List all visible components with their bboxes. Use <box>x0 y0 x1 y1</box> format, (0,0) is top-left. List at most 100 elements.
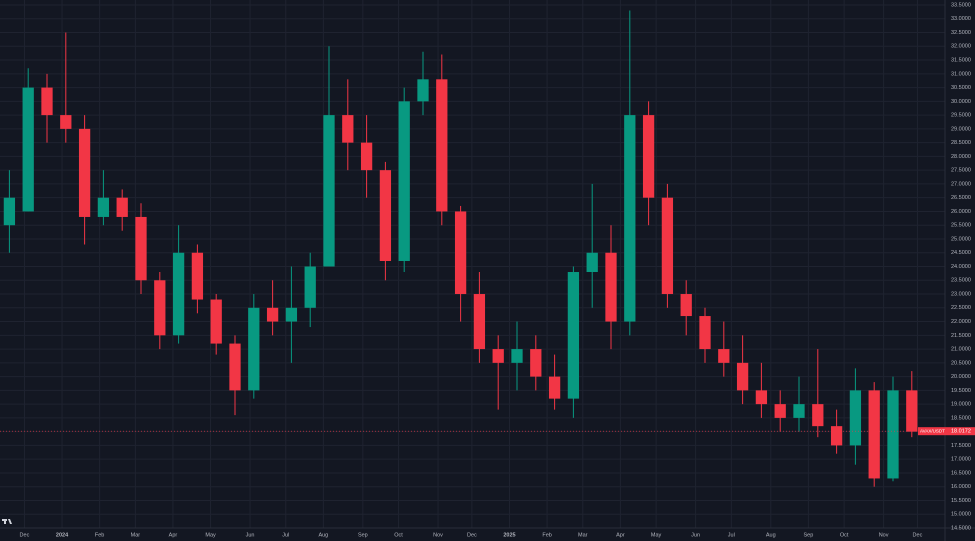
x-tick-label: Sep <box>804 532 814 538</box>
candle-body <box>304 266 316 308</box>
candle-body <box>135 216 147 281</box>
candle-body <box>736 362 749 391</box>
candle-body <box>624 115 636 322</box>
y-tick-label: 27.0000 <box>951 181 971 187</box>
candle-body <box>436 79 448 212</box>
y-tick-label: 33.5000 <box>951 2 971 8</box>
y-tick-label: 15.5000 <box>951 498 971 504</box>
candle-body <box>699 316 711 350</box>
x-tick-label: Mar <box>578 532 588 538</box>
candle-body <box>642 115 655 198</box>
x-tick-label: Mar <box>131 532 141 538</box>
y-tick-label: 26.5000 <box>951 195 971 201</box>
candle-body <box>492 349 504 363</box>
y-tick-label: 25.5000 <box>951 223 971 229</box>
candle-body <box>793 404 805 418</box>
candle-body <box>154 280 166 336</box>
y-tick-label: 15.0000 <box>951 512 971 518</box>
x-tick-label: Nov <box>879 532 889 538</box>
candle-body <box>191 252 204 300</box>
candle-body <box>661 197 674 295</box>
candle-body <box>210 299 222 344</box>
candle-body <box>868 390 880 479</box>
y-tick-label: 19.5000 <box>951 388 971 394</box>
candle-body <box>680 294 692 317</box>
y-tick-label: 22.0000 <box>951 319 971 325</box>
candle-body <box>548 376 561 399</box>
grid <box>0 0 945 529</box>
x-tick-label: Jul <box>728 532 735 538</box>
y-tick-label: 23.5000 <box>951 278 971 284</box>
candles <box>0 10 945 487</box>
x-tick-label: Aug <box>766 532 776 538</box>
x-tick-label: 2024 <box>56 532 69 538</box>
y-tick-label: 25.0000 <box>951 236 971 242</box>
x-tick-label: Dec <box>20 532 30 538</box>
y-tick-label: 26.0000 <box>951 209 971 215</box>
y-tick-label: 28.0000 <box>951 154 971 160</box>
candle-body <box>417 79 429 102</box>
candle-body <box>530 349 542 377</box>
candle-body <box>266 307 279 322</box>
x-tick-label: Feb <box>95 532 104 538</box>
x-tick-label: 2025 <box>503 532 515 538</box>
x-tick-label: May <box>651 532 662 538</box>
y-tick-label: 19.0000 <box>951 402 971 408</box>
y-tick-label: 17.5000 <box>951 443 971 449</box>
x-tick-label: May <box>205 532 216 538</box>
candle-body <box>78 128 91 217</box>
y-tick-label: 21.5000 <box>951 333 971 339</box>
candle-body <box>22 87 34 212</box>
y-tick-label: 23.0000 <box>951 291 971 297</box>
candle-body <box>718 349 730 363</box>
candle-body <box>887 390 899 479</box>
tv-logo <box>2 519 12 524</box>
x-tick-label: Feb <box>542 532 551 538</box>
y-tick-label: 30.0000 <box>951 99 971 105</box>
candle-body <box>97 197 110 217</box>
y-tick-label: 14.5000 <box>951 525 971 531</box>
y-tick-label: 16.5000 <box>951 470 971 476</box>
candle-body <box>473 294 486 350</box>
x-tick-label: Dec <box>913 532 923 538</box>
candle-body <box>323 115 335 267</box>
x-tick-label: Dec <box>467 532 477 538</box>
axis-labels: 14.5000 15.0000 15.5000 16.0000 16.5000 17.00… <box>20 2 975 538</box>
candle-body <box>360 142 373 171</box>
x-tick-label: Sep <box>358 532 368 538</box>
y-tick-label: 22.5000 <box>951 305 971 311</box>
candle-body <box>248 307 260 391</box>
y-tick-label: 28.5000 <box>951 140 971 146</box>
candle-body <box>567 272 580 399</box>
y-tick-label: 24.5000 <box>951 250 971 256</box>
last-price-label: 18.0172 <box>951 429 971 435</box>
y-tick-label: 29.5000 <box>951 113 971 119</box>
y-tick-label: 31.5000 <box>951 58 971 64</box>
candle-body <box>755 390 768 405</box>
candle-body <box>830 426 843 446</box>
x-tick-label: Oct <box>840 532 849 538</box>
candle-body <box>172 252 185 336</box>
candle-body <box>60 115 72 129</box>
x-tick-label: Aug <box>318 532 328 538</box>
candle-body <box>3 197 16 226</box>
candle-body <box>41 87 53 116</box>
x-tick-label: Apr <box>616 532 625 538</box>
candle-body <box>812 404 824 427</box>
candle-body <box>342 115 354 143</box>
x-tick-label: Nov <box>433 532 443 538</box>
candle-body <box>285 307 298 322</box>
x-tick-label: Jun <box>246 532 255 538</box>
y-tick-label: 21.0000 <box>951 347 971 353</box>
y-tick-label: 30.5000 <box>951 85 971 91</box>
y-tick-label: 24.0000 <box>951 264 971 270</box>
candle-body <box>849 390 862 446</box>
candle-body <box>398 101 410 261</box>
y-tick-label: 20.0000 <box>951 374 971 380</box>
candle-body <box>511 349 523 363</box>
candle-body <box>454 211 467 295</box>
y-tick-label: 17.0000 <box>951 457 971 463</box>
